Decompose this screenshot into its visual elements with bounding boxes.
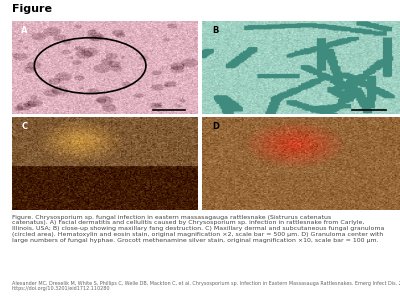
Text: C: C xyxy=(21,122,28,130)
Text: Figure. Chrysosporium sp. fungal infection in eastern massasagauga rattlesnake (: Figure. Chrysosporium sp. fungal infecti… xyxy=(12,214,384,243)
Text: D: D xyxy=(212,122,219,130)
Text: Alexander MC, Drexelik M, White S, Phillips C, Welle DB, Mackton C, et al. Chrys: Alexander MC, Drexelik M, White S, Phill… xyxy=(12,280,400,291)
Text: A: A xyxy=(21,26,28,34)
Text: Figure: Figure xyxy=(12,4,52,14)
Text: B: B xyxy=(212,26,218,34)
